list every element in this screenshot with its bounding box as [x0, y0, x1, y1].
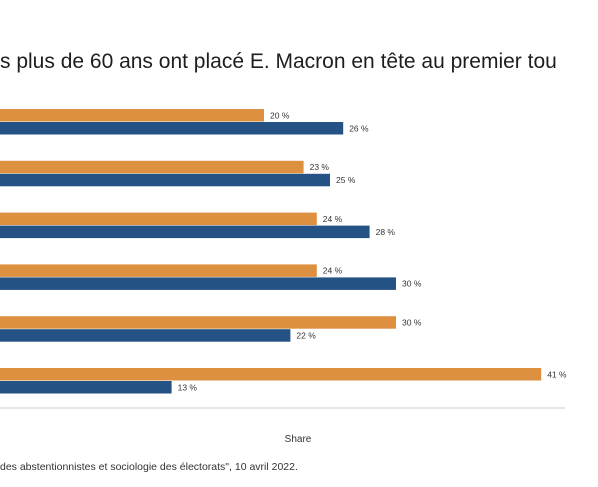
source-note: des abstentionnistes et sociologie des é…	[0, 461, 298, 473]
bar-series1-row6	[0, 368, 542, 381]
data-label-series1-row3: 24 %	[323, 214, 343, 224]
data-label-series2-row1: 26 %	[349, 123, 369, 133]
data-label-series2-row2: 25 %	[336, 175, 356, 185]
bar-series2-row2	[0, 173, 330, 187]
bar-series2-row3	[0, 225, 370, 239]
data-label-series2-row4: 30 %	[402, 279, 422, 289]
data-label-series1-row5: 30 %	[402, 317, 422, 327]
bars-group	[0, 109, 542, 394]
chart-title: s plus de 60 ans ont placé E. Macron en …	[0, 50, 557, 73]
data-label-series1-row2: 23 %	[310, 162, 330, 172]
bar-series1-row3	[0, 212, 317, 226]
bar-series1-row2	[0, 160, 304, 174]
bar-series2-row6	[0, 381, 172, 394]
data-label-series2-row5: 22 %	[296, 330, 316, 340]
bar-series1-row5	[0, 316, 396, 329]
bar-series2-row5	[0, 329, 291, 342]
x-axis-label: Share	[285, 434, 312, 445]
data-label-series2-row3: 28 %	[376, 227, 396, 237]
bar-series2-row1	[0, 122, 344, 135]
data-label-series1-row4: 24 %	[323, 266, 343, 276]
bar-series1-row4	[0, 264, 317, 277]
bar-series1-row1	[0, 109, 264, 122]
data-label-series2-row6: 13 %	[178, 382, 198, 392]
data-label-series1-row1: 20 %	[270, 110, 290, 120]
data-label-series1-row6: 41 %	[547, 369, 567, 379]
bar-series2-row4	[0, 277, 396, 290]
data-labels-group: 20 % 23 % 24 % 24 % 30 % 41 % 26 % 25 % 28 % 30 %…	[178, 110, 567, 392]
